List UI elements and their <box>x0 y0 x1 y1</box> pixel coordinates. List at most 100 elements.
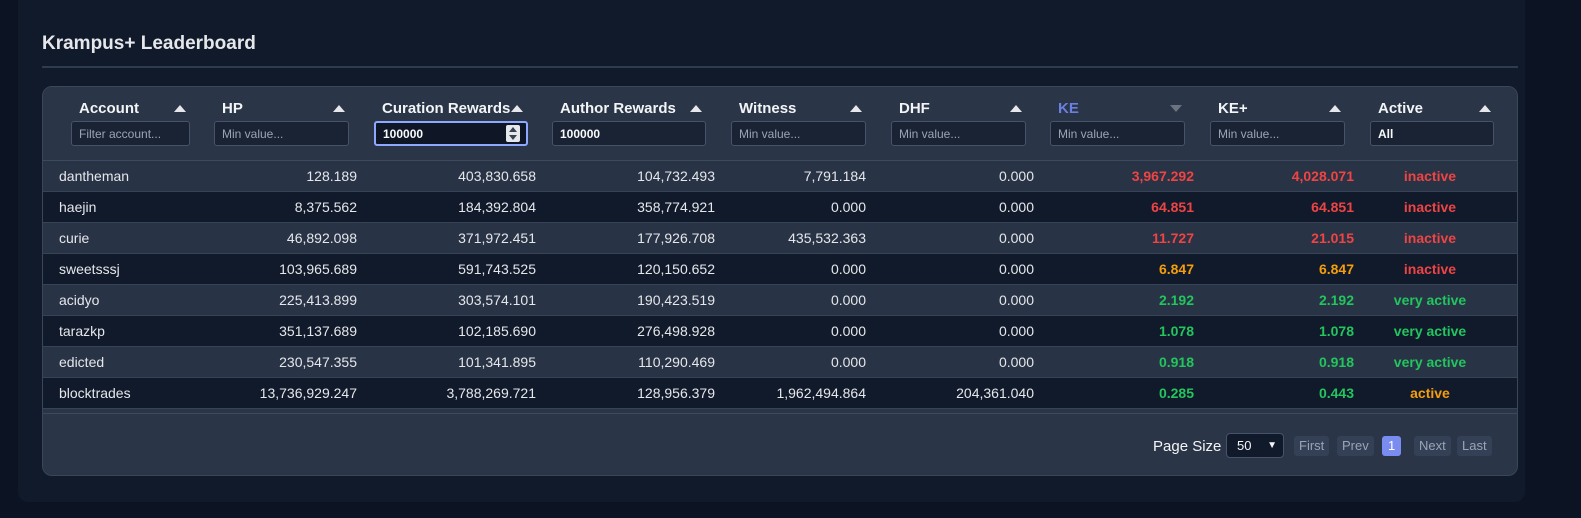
current-page-button[interactable]: 1 <box>1382 436 1402 456</box>
sort-up-icon[interactable] <box>333 105 345 112</box>
table-row[interactable]: curie 46,892.098 371,972.451 177,926.708 435… <box>43 223 1517 254</box>
cell-witness: 1,962,494.864 <box>776 385 866 401</box>
column-header-account[interactable]: Account <box>71 87 201 161</box>
cell-hp: 351,137.689 <box>279 323 357 339</box>
account-filter-input[interactable] <box>71 121 190 146</box>
cell-account[interactable]: blocktrades <box>59 385 131 401</box>
cell-keplus: 64.851 <box>1311 199 1354 215</box>
cell-account[interactable]: curie <box>59 230 90 246</box>
cell-curation: 3,788,269.721 <box>446 385 536 401</box>
cell-witness: 0.000 <box>830 323 866 339</box>
cell-account[interactable]: edicted <box>59 354 105 370</box>
cell-dhf: 0.000 <box>998 199 1034 215</box>
cell-active: inactive <box>1403 168 1457 184</box>
last-page-button[interactable]: Last <box>1457 436 1492 456</box>
cell-keplus: 2.192 <box>1318 292 1354 308</box>
table-header: Account HP Curation Rewards Author Rewar… <box>43 87 1517 161</box>
cell-hp: 128.189 <box>306 168 357 184</box>
ke-plus-filter-input[interactable] <box>1210 121 1345 146</box>
active-filter-select[interactable]: All <box>1370 121 1494 146</box>
table-body: dantheman 128.189 403,830.658 104,732.493 7,… <box>43 161 1517 409</box>
cell-keplus: 6.847 <box>1318 261 1354 277</box>
leaderboard-table: Account HP Curation Rewards Author Rewar… <box>42 86 1518 476</box>
cell-keplus: 0.443 <box>1318 385 1354 401</box>
curation-rewards-filter-input[interactable] <box>374 121 528 146</box>
table-row[interactable]: sweetsssj 103,965.689 591,743.525 120,150.6… <box>43 254 1517 285</box>
cell-curation: 101,341.895 <box>458 354 536 370</box>
cell-active: very active <box>1393 354 1467 370</box>
column-header-hp[interactable]: HP <box>214 87 359 161</box>
cell-dhf: 0.000 <box>998 354 1034 370</box>
cell-keplus: 0.918 <box>1318 354 1354 370</box>
cell-ke: 6.847 <box>1158 261 1194 277</box>
table-row[interactable]: acidyo 225,413.899 303,574.101 190,423.519 0… <box>43 285 1517 316</box>
author-rewards-filter-input[interactable] <box>552 121 706 146</box>
sort-up-icon[interactable] <box>1329 105 1341 112</box>
cell-keplus: 4,028.071 <box>1291 168 1354 184</box>
cell-account[interactable]: dantheman <box>59 168 130 184</box>
column-header-ke[interactable]: KE <box>1050 87 1190 161</box>
cell-account[interactable]: haejin <box>59 199 97 215</box>
cell-author: 104,732.493 <box>637 168 715 184</box>
page-size-select[interactable]: 50 ▼ <box>1226 433 1284 458</box>
column-header-curation-rewards[interactable]: Curation Rewards <box>374 87 534 161</box>
column-label-ke-plus: KE+ <box>1218 100 1248 117</box>
cell-curation: 102,185.690 <box>458 323 536 339</box>
cell-witness: 0.000 <box>830 199 866 215</box>
cell-ke: 0.285 <box>1158 385 1194 401</box>
table-row[interactable]: dantheman 128.189 403,830.658 104,732.493 7,… <box>43 161 1517 192</box>
cell-active: inactive <box>1403 199 1457 215</box>
first-page-button[interactable]: First <box>1294 436 1330 456</box>
column-label-hp: HP <box>222 100 243 117</box>
cell-curation: 184,392.804 <box>458 199 536 215</box>
column-header-active[interactable]: Active All <box>1370 87 1500 161</box>
cell-curation: 371,972.451 <box>458 230 536 246</box>
sort-up-icon[interactable] <box>511 105 523 112</box>
sort-up-icon[interactable] <box>1479 105 1491 112</box>
cell-hp: 230,547.355 <box>279 354 357 370</box>
column-header-witness[interactable]: Witness <box>731 87 871 161</box>
column-header-author-rewards[interactable]: Author Rewards <box>552 87 717 161</box>
cell-dhf: 204,361.040 <box>956 385 1034 401</box>
cell-hp: 13,736,929.247 <box>259 385 357 401</box>
column-header-ke-plus[interactable]: KE+ <box>1210 87 1350 161</box>
cell-witness: 7,791.184 <box>803 168 866 184</box>
column-header-dhf[interactable]: DHF <box>891 87 1031 161</box>
table-row[interactable]: tarazkp 351,137.689 102,185.690 276,498.928… <box>43 316 1517 347</box>
dhf-filter-input[interactable] <box>891 121 1026 146</box>
witness-filter-input[interactable] <box>731 121 866 146</box>
cell-account[interactable]: acidyo <box>59 292 100 308</box>
cell-author: 110,290.469 <box>638 354 715 370</box>
sort-up-icon[interactable] <box>174 105 186 112</box>
hp-filter-input[interactable] <box>214 121 349 146</box>
sort-up-icon[interactable] <box>690 105 702 112</box>
cell-active: active <box>1410 385 1450 401</box>
prev-page-button[interactable]: Prev <box>1337 436 1374 456</box>
cell-curation: 403,830.658 <box>458 168 536 184</box>
cell-account[interactable]: tarazkp <box>59 323 105 339</box>
cell-dhf: 0.000 <box>998 292 1034 308</box>
page-size-value: 50 <box>1237 438 1252 453</box>
cell-active: very active <box>1393 292 1467 308</box>
column-label-account: Account <box>79 100 139 117</box>
cell-ke: 11.727 <box>1151 230 1194 246</box>
cell-author: 177,926.708 <box>637 230 715 246</box>
sort-down-icon[interactable] <box>1170 105 1182 112</box>
table-row[interactable]: edicted 230,547.355 101,341.895 110,290.469… <box>43 347 1517 378</box>
cell-hp: 225,413.899 <box>279 292 357 308</box>
pagination-bar: Page Size 50 ▼ First Prev 1 Next Last <box>43 413 1517 475</box>
ke-filter-input[interactable] <box>1050 121 1185 146</box>
cell-account[interactable]: sweetsssj <box>59 261 120 277</box>
cell-hp: 103,965.689 <box>279 261 357 277</box>
column-label-dhf: DHF <box>899 100 930 117</box>
sort-up-icon[interactable] <box>1010 105 1022 112</box>
next-page-button[interactable]: Next <box>1414 436 1451 456</box>
cell-author: 276,498.928 <box>637 323 715 339</box>
table-row[interactable]: haejin 8,375.562 184,392.804 358,774.921 0.0… <box>43 192 1517 223</box>
sort-up-icon[interactable] <box>850 105 862 112</box>
number-spinner-icon[interactable] <box>506 125 520 142</box>
table-row[interactable]: blocktrades 13,736,929.247 3,788,269.721 12… <box>43 378 1517 409</box>
title-divider <box>42 66 1518 68</box>
cell-dhf: 0.000 <box>998 261 1034 277</box>
cell-active: inactive <box>1403 230 1457 246</box>
